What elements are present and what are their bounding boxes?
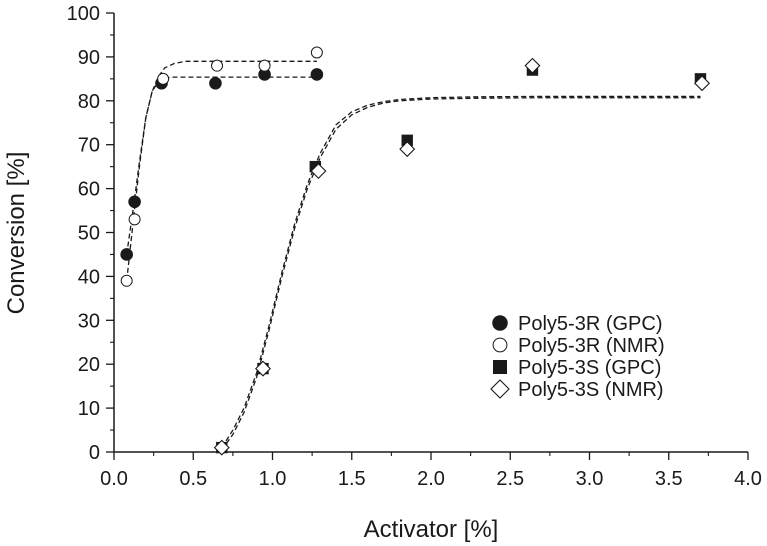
y-tick-label: 80 bbox=[78, 91, 100, 113]
fit-curve bbox=[126, 76, 317, 255]
x-axis-title: Activator [%] bbox=[364, 516, 499, 543]
x-tick-label: 1.5 bbox=[338, 468, 366, 490]
x-tick-label: 3.0 bbox=[576, 468, 604, 490]
y-tick-label: 40 bbox=[78, 266, 100, 288]
open-diamond-point bbox=[213, 439, 230, 456]
legend-label: Poly5-3S (GPC) bbox=[518, 357, 661, 379]
filled-circle-point bbox=[120, 248, 133, 261]
y-tick-label: 10 bbox=[78, 398, 100, 420]
legend-open-diamond-icon bbox=[490, 379, 510, 399]
plot-area: 0.0 0.5 1.0 1.5 2.0 2.5 3.0 3.5 4.0 0 10 20 30 40 50 60… bbox=[67, 3, 762, 490]
x-tick-label: 0.0 bbox=[100, 468, 128, 490]
open-circle-point bbox=[120, 274, 133, 287]
open-diamond-point bbox=[255, 360, 271, 377]
x-tick-label: 0.5 bbox=[179, 468, 207, 490]
legend-label: Poly5-3S (NMR) bbox=[518, 379, 664, 401]
open-circle-point bbox=[211, 59, 224, 72]
open-diamond-point bbox=[399, 141, 416, 158]
y-tick-label: 30 bbox=[78, 310, 100, 332]
open-diamond-point bbox=[694, 75, 711, 92]
x-tick-label: 2.5 bbox=[496, 468, 524, 490]
legend-filled-square-icon bbox=[493, 360, 507, 374]
fit-curve bbox=[126, 60, 317, 281]
fit-curve bbox=[221, 95, 701, 448]
open-circle-point bbox=[258, 59, 271, 72]
filled-circle-point bbox=[310, 68, 324, 81]
y-tick-label: 20 bbox=[78, 354, 100, 376]
open-circle-point bbox=[157, 72, 170, 85]
y-tick-label: 50 bbox=[78, 223, 100, 245]
x-tick-label: 1.0 bbox=[259, 468, 287, 490]
filled-circle-point bbox=[209, 76, 222, 90]
x-tick-label: 4.0 bbox=[734, 468, 762, 490]
x-tick-label: 3.5 bbox=[655, 468, 683, 490]
y-tick-label: 90 bbox=[78, 47, 100, 69]
legend-label: Poly5-3R (NMR) bbox=[518, 335, 665, 357]
y-tick-label: 70 bbox=[78, 135, 100, 157]
open-circle-point bbox=[128, 213, 141, 226]
legend-label: Poly5-3R (GPC) bbox=[518, 313, 662, 335]
y-tick-label: 100 bbox=[67, 3, 100, 25]
open-diamond-point bbox=[524, 57, 541, 74]
open-diamond-point bbox=[310, 163, 327, 180]
x-tick-label: 2.0 bbox=[417, 468, 445, 490]
y-tick-label: 0 bbox=[89, 442, 100, 464]
fit-curve bbox=[221, 97, 701, 451]
legend-filled-circle-icon bbox=[492, 315, 508, 331]
legend-open-circle-icon bbox=[492, 337, 508, 353]
y-tick-label: 60 bbox=[78, 179, 100, 201]
filled-circle-point bbox=[128, 195, 141, 209]
y-axis-title: Conversion [%] bbox=[3, 152, 30, 315]
open-circle-point bbox=[310, 46, 323, 59]
